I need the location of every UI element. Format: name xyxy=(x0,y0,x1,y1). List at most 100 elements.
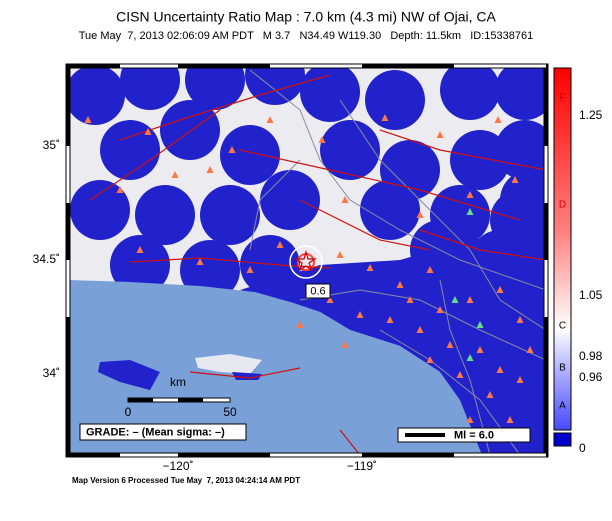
lat-label: 34.5˚ xyxy=(33,252,60,266)
station xyxy=(476,321,484,328)
station xyxy=(144,128,152,135)
frame-ticks xyxy=(66,64,548,457)
scale-unit: km xyxy=(170,375,186,389)
station xyxy=(341,341,349,348)
station xyxy=(516,376,524,383)
station xyxy=(341,196,349,203)
station xyxy=(336,251,344,258)
uncertainty-blob xyxy=(450,130,510,190)
island xyxy=(232,372,262,380)
grade-letter: C xyxy=(559,321,566,332)
magnitude-legend: Ml = 6.0 xyxy=(454,429,494,441)
colorbar-tick: 1.25 xyxy=(579,108,603,122)
contour xyxy=(289,245,323,279)
station xyxy=(466,191,474,198)
station xyxy=(526,346,534,353)
uncertainty-blob xyxy=(180,240,240,300)
grade-box xyxy=(79,423,247,441)
footer: Map Version 6 Processed Tue May 7, 2013 … xyxy=(72,476,300,485)
uncertainty-blob xyxy=(495,66,546,120)
epicenter xyxy=(294,249,317,272)
uncertainty-blob xyxy=(365,70,425,130)
station xyxy=(451,296,459,303)
station xyxy=(466,208,474,215)
station xyxy=(466,354,474,361)
map: 0.6 km 0 50 GRADE: – (Mean sigma: –) Ml … xyxy=(68,66,546,455)
station xyxy=(496,366,504,373)
station xyxy=(506,416,514,423)
magnitude-legend-box xyxy=(397,427,531,443)
subtitle: Tue May 7, 2013 02:06:09 AM PDT M 3.7 N3… xyxy=(79,30,534,42)
station xyxy=(228,146,236,153)
station xyxy=(276,241,284,248)
grade-letter: B xyxy=(559,363,566,374)
station xyxy=(136,246,144,253)
station xyxy=(436,131,444,138)
station xyxy=(84,116,92,123)
uncertainty-blob xyxy=(200,185,260,245)
colorbar-below xyxy=(553,432,572,447)
scale-bar-segment xyxy=(128,398,153,402)
lat-label: 35˚ xyxy=(43,138,60,152)
uncertainty-blob xyxy=(110,235,170,295)
faults xyxy=(89,74,546,455)
station xyxy=(416,326,424,333)
lon-label: −120˚ xyxy=(162,459,193,473)
station xyxy=(426,356,434,363)
station xyxy=(116,186,124,193)
uncertainty-blob xyxy=(300,66,360,122)
uncertainty-blob xyxy=(245,66,305,105)
lat-label: 34˚ xyxy=(43,366,60,380)
grade-letter: A xyxy=(559,401,566,412)
station xyxy=(486,391,494,398)
uncertainty-blob xyxy=(220,125,280,185)
station xyxy=(381,114,389,121)
station xyxy=(366,264,374,271)
magnitude-legend-bar xyxy=(405,433,445,437)
grade-letter: F xyxy=(559,93,565,104)
colorbar-tick: 0.96 xyxy=(579,370,603,384)
uncertainty-blob xyxy=(185,66,245,110)
uncertainty-blob xyxy=(120,66,180,110)
station xyxy=(296,321,304,328)
station xyxy=(416,211,424,218)
station xyxy=(246,266,254,273)
uncertainty-blob xyxy=(500,170,546,230)
island xyxy=(98,360,160,390)
lon-label: −119˚ xyxy=(347,459,377,473)
colorbar-tick: 0.98 xyxy=(579,349,603,363)
station xyxy=(386,316,394,323)
stations xyxy=(84,114,534,423)
station xyxy=(206,166,214,173)
grade-letter: D xyxy=(559,200,566,211)
scale-start: 0 xyxy=(125,405,132,419)
station xyxy=(476,346,484,353)
grade: GRADE: – (Mean sigma: –) xyxy=(86,426,225,438)
uncertainty-blob xyxy=(495,120,546,180)
uncertainty-blob xyxy=(320,120,380,180)
uncertainty-blob xyxy=(260,170,320,230)
station xyxy=(511,176,519,183)
roads xyxy=(249,69,546,455)
station xyxy=(171,171,179,178)
colorbar-tick: 0 xyxy=(579,441,586,455)
colorbar xyxy=(553,67,572,431)
contour-label: 0.6 xyxy=(310,285,325,297)
station xyxy=(466,416,474,423)
island xyxy=(195,354,262,374)
uncertainty-blob xyxy=(68,66,125,125)
uncertainty-blob xyxy=(70,180,130,240)
station xyxy=(266,116,274,123)
station xyxy=(326,296,334,303)
uncertainty-blob xyxy=(135,185,195,245)
station xyxy=(318,136,326,143)
station xyxy=(196,258,204,265)
station xyxy=(426,266,434,273)
station xyxy=(356,311,364,318)
station xyxy=(466,296,474,303)
station xyxy=(496,286,504,293)
uncertainty-blob xyxy=(440,66,500,120)
title: CISN Uncertainty Ratio Map : 7.0 km (4.3… xyxy=(116,9,496,25)
station xyxy=(396,281,404,288)
